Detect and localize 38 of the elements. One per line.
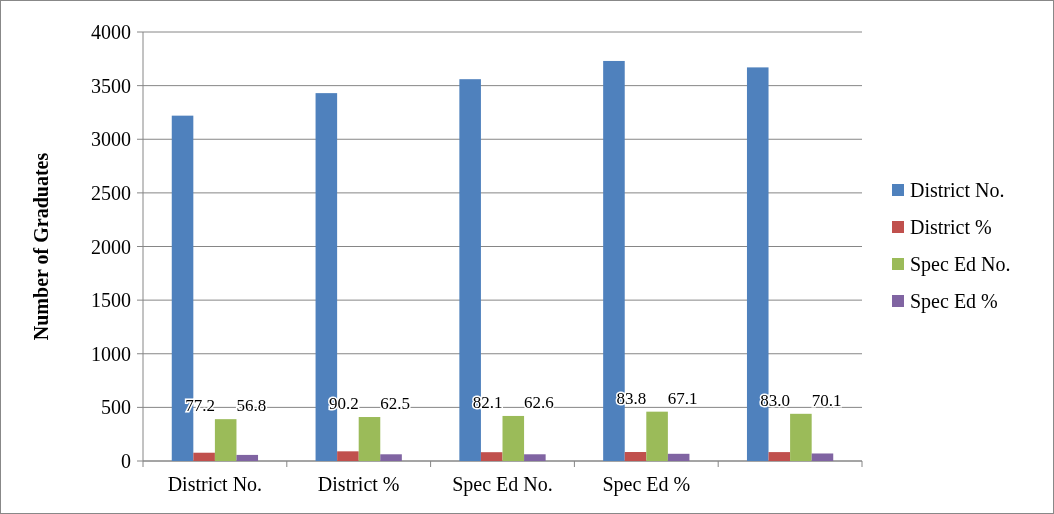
y-tick-label: 2500 xyxy=(91,181,131,204)
bar xyxy=(337,451,359,461)
bar xyxy=(624,452,647,461)
y-axis-title: Number of Graduates xyxy=(30,152,52,341)
data-label: 70.1 xyxy=(811,390,842,410)
bar xyxy=(193,452,215,461)
bar xyxy=(380,454,402,461)
y-tick-label: 1000 xyxy=(91,342,131,365)
bar xyxy=(667,453,690,461)
legend-label: District % xyxy=(910,216,992,238)
bar xyxy=(502,415,525,461)
legend-label: Spec Ed % xyxy=(910,290,998,313)
x-tick-label: Spec Ed No. xyxy=(452,473,553,496)
bar xyxy=(790,413,812,461)
x-tick-label: District No. xyxy=(167,473,263,495)
x-tick-label: Spec Ed % xyxy=(602,473,691,496)
bar xyxy=(646,411,668,461)
y-tick-label: 3500 xyxy=(91,74,131,97)
y-tick-label: 1500 xyxy=(91,289,131,312)
legend-label: Spec Ed No. xyxy=(910,253,1011,276)
bar xyxy=(524,454,546,461)
x-tick-label: District % xyxy=(317,473,400,495)
bar xyxy=(214,419,237,461)
y-tick-label: 4000 xyxy=(91,21,131,43)
bar xyxy=(811,453,834,461)
data-label: 56.8 xyxy=(236,396,267,416)
y-tick-label: 2000 xyxy=(91,235,131,258)
legend-label: District No. xyxy=(910,179,1005,201)
data-label: 67.1 xyxy=(667,388,698,408)
bar xyxy=(480,452,503,461)
data-label: 62.6 xyxy=(524,392,554,412)
bar xyxy=(358,417,381,461)
y-tick-label: 3000 xyxy=(91,128,131,151)
bar xyxy=(768,452,791,461)
data-label: 62.5 xyxy=(380,394,411,414)
y-tick-label: 500 xyxy=(101,396,131,419)
y-tick-label: 0 xyxy=(121,450,131,472)
bar xyxy=(236,454,259,461)
